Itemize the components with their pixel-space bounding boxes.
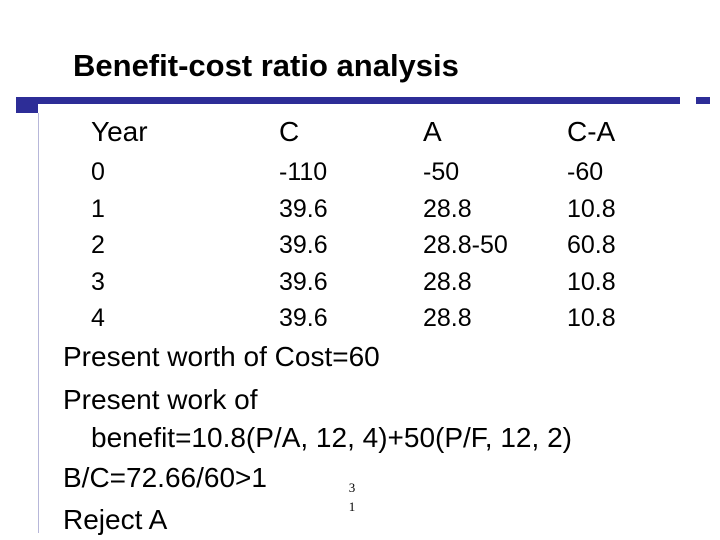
page-number: 3 1 bbox=[348, 480, 356, 514]
cell-c: 39.6 bbox=[279, 268, 328, 296]
cell-c-minus-a: 10.8 bbox=[567, 195, 616, 223]
cell-a: 28.8 bbox=[423, 304, 472, 332]
accent-bar-end bbox=[696, 97, 710, 104]
cell-c: -110 bbox=[279, 158, 328, 186]
slide-title: Benefit-cost ratio analysis bbox=[73, 48, 459, 83]
header-c-minus-a: C-A bbox=[567, 116, 616, 147]
cell-c: 39.6 bbox=[279, 304, 328, 332]
header-a: A bbox=[423, 116, 442, 147]
cell-c-minus-a: 10.8 bbox=[567, 304, 616, 332]
present-work-line: Present work of bbox=[63, 384, 258, 415]
bc-ratio-line: B/C=72.66/60>1 bbox=[63, 462, 267, 493]
cell-c-minus-a: 60.8 bbox=[567, 231, 616, 259]
cell-a: 28.8-50 bbox=[423, 231, 508, 259]
header-year: Year bbox=[91, 116, 148, 147]
cell-year: 3 bbox=[91, 268, 105, 296]
benefit-formula-line: benefit=10.8(P/A, 12, 4)+50(P/F, 12, 2) bbox=[91, 422, 572, 453]
present-worth-cost-line: Present worth of Cost=60 bbox=[63, 341, 380, 372]
cell-c-minus-a: -60 bbox=[567, 158, 604, 186]
cell-year: 1 bbox=[91, 195, 105, 223]
cell-c: 39.6 bbox=[279, 195, 328, 223]
cell-c-minus-a: 10.8 bbox=[567, 268, 616, 296]
cell-a: -50 bbox=[423, 158, 460, 186]
accent-bar-vertical bbox=[16, 97, 38, 113]
cell-year: 2 bbox=[91, 231, 105, 259]
cell-year: 0 bbox=[91, 158, 105, 186]
cell-a: 28.8 bbox=[423, 195, 472, 223]
cell-a: 28.8 bbox=[423, 268, 472, 296]
accent-bar-horizontal bbox=[38, 97, 680, 104]
cell-c: 39.6 bbox=[279, 231, 328, 259]
left-rule bbox=[38, 113, 39, 533]
cell-year: 4 bbox=[91, 304, 105, 332]
conclusion-line: Reject A bbox=[63, 504, 168, 535]
header-c: C bbox=[279, 116, 300, 147]
